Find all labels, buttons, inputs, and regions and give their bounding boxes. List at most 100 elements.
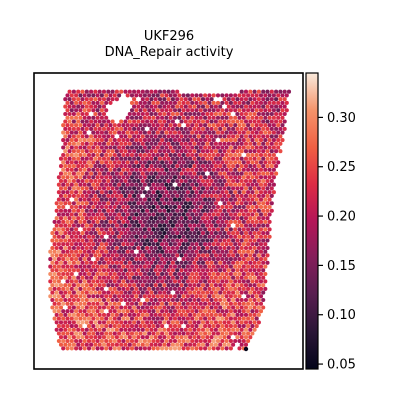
tissue-spot <box>254 204 259 210</box>
tissue-spot <box>134 331 139 336</box>
tissue-spot <box>145 260 150 265</box>
tissue-spot <box>282 126 287 131</box>
tissue-spot <box>78 108 83 113</box>
tissue-spot <box>228 93 233 98</box>
tissue-spot <box>76 312 81 317</box>
tissue-spot <box>166 327 171 332</box>
tissue-spot <box>121 227 126 232</box>
tissue-spot <box>97 149 102 154</box>
tissue-spot <box>211 338 216 344</box>
tissue-spot <box>149 149 154 154</box>
tissue-spot <box>114 149 119 154</box>
tissue-spot <box>263 197 268 202</box>
tissue-spot <box>177 130 182 135</box>
tissue-spot <box>142 204 147 210</box>
tissue-spot <box>265 149 270 154</box>
tissue-spot <box>172 108 178 113</box>
tissue-spot <box>168 130 173 135</box>
tissue-spot <box>185 309 190 314</box>
tissue-spot <box>160 167 165 172</box>
tissue-spot <box>89 231 94 236</box>
tissue-spot <box>61 309 66 314</box>
tissue-spot <box>97 178 102 184</box>
tissue-spot <box>147 257 152 262</box>
tissue-spot <box>194 138 199 143</box>
tissue-spot <box>69 286 74 291</box>
tissue-spot <box>155 271 160 277</box>
tissue-spot <box>67 231 72 236</box>
tissue-spot <box>203 204 208 210</box>
tissue-spot <box>106 141 111 146</box>
tissue-spot <box>218 290 223 295</box>
tissue-spot <box>123 238 128 243</box>
tissue-spot <box>209 312 214 317</box>
tissue-spot <box>200 97 206 102</box>
tissue-spot <box>172 130 178 135</box>
tissue-spot <box>71 186 76 191</box>
tissue-spot <box>95 264 100 269</box>
tissue-spot <box>147 219 152 224</box>
tissue-spot <box>198 130 203 135</box>
tissue-spot <box>211 100 216 105</box>
tissue-spot <box>108 227 113 232</box>
tissue-spot <box>108 294 113 299</box>
tissue-spot <box>129 234 135 239</box>
tissue-spot <box>56 182 61 187</box>
tissue-spot <box>164 316 169 321</box>
tissue-spot <box>138 338 143 344</box>
tissue-spot <box>179 171 184 176</box>
tissue-spot <box>74 167 79 172</box>
tissue-spot <box>117 249 122 254</box>
tissue-spot <box>237 264 242 269</box>
tissue-spot <box>190 301 195 306</box>
tissue-spot <box>110 320 115 325</box>
tissue-spot <box>114 320 119 325</box>
tissue-spot <box>106 320 111 325</box>
tissue-spot <box>175 223 180 228</box>
tissue-spot <box>200 305 206 310</box>
tissue-spot <box>89 312 94 317</box>
tissue-spot <box>117 346 122 351</box>
tissue-spot <box>209 223 214 228</box>
tissue-spot <box>265 126 270 131</box>
tissue-spot <box>101 119 107 124</box>
tissue-spot <box>91 338 96 344</box>
tissue-spot <box>142 197 147 202</box>
tissue-spot <box>95 219 100 224</box>
tissue-spot <box>207 204 212 210</box>
tissue-spot <box>101 320 107 325</box>
tissue-spot <box>157 312 163 317</box>
tissue-spot <box>129 108 135 113</box>
tissue-spot <box>237 227 242 232</box>
tissue-spot <box>78 175 83 180</box>
tissue-spot <box>263 138 268 143</box>
tissue-spot <box>138 249 143 254</box>
tissue-spot <box>196 111 201 117</box>
tissue-spot <box>84 312 89 317</box>
tissue-spot <box>54 231 59 236</box>
tissue-spot <box>108 212 113 217</box>
tissue-spot <box>119 268 124 273</box>
tissue-spot <box>203 152 208 158</box>
tissue-spot <box>99 227 104 232</box>
tissue-spot <box>93 141 98 146</box>
tissue-spot <box>211 271 216 277</box>
tissue-spot <box>243 171 249 176</box>
tissue-spot <box>69 316 74 321</box>
tissue-spot <box>82 338 87 344</box>
tissue-spot <box>110 134 115 139</box>
tissue-spot <box>80 342 85 347</box>
tissue-spot <box>205 223 210 228</box>
tissue-spot <box>149 104 154 109</box>
tissue-spot <box>175 141 180 146</box>
tissue-spot <box>181 264 186 269</box>
tissue-spot <box>117 264 122 269</box>
tissue-spot <box>71 342 76 347</box>
tissue-spot <box>136 104 141 109</box>
tissue-spot <box>235 312 240 317</box>
tissue-spot <box>65 294 70 299</box>
tissue-spot <box>179 312 184 317</box>
tissue-spot <box>129 242 135 247</box>
tissue-spot <box>177 190 182 195</box>
tissue-spot <box>185 152 190 158</box>
